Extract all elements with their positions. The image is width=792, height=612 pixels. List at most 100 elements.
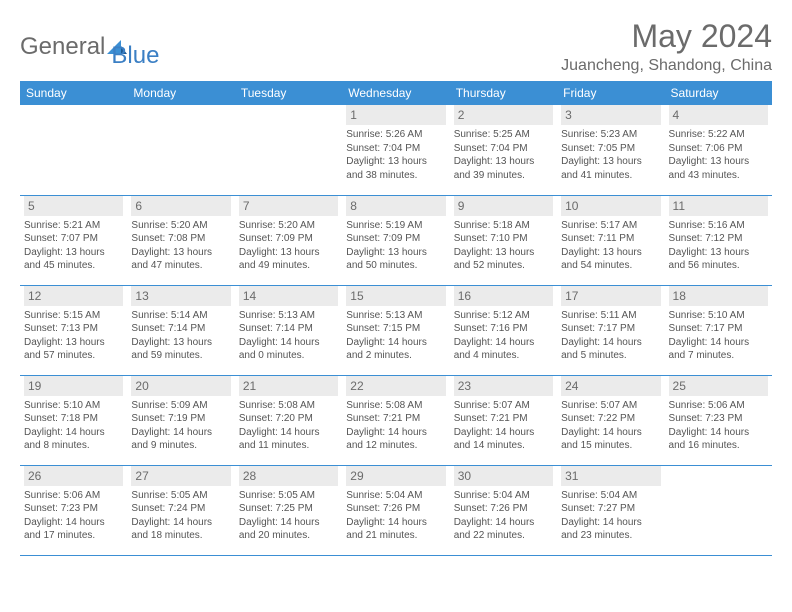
- daylight-text: Daylight: 14 hours: [561, 516, 660, 530]
- day-header-wednesday: Wednesday: [342, 81, 449, 105]
- empty-day-cell: [235, 105, 342, 195]
- day-cell: 25Sunrise: 5:06 AMSunset: 7:23 PMDayligh…: [665, 375, 772, 465]
- sunset-text: Sunset: 7:14 PM: [239, 322, 338, 336]
- empty-day-cell: [127, 105, 234, 195]
- day-number: 6: [131, 196, 230, 216]
- sunrise-text: Sunrise: 5:08 AM: [346, 399, 445, 413]
- sunrise-text: Sunrise: 5:14 AM: [131, 309, 230, 323]
- sunrise-text: Sunrise: 5:25 AM: [454, 128, 553, 142]
- daylight-text: Daylight: 13 hours: [561, 246, 660, 260]
- daylight-text: and 0 minutes.: [239, 349, 338, 363]
- daylight-text: and 2 minutes.: [346, 349, 445, 363]
- day-cell: 22 Sunrise: 5:08 AMSunset: 7:21 PMDayligh…: [342, 375, 449, 465]
- day-number: 31: [561, 466, 660, 486]
- day-cell: 14Sunrise: 5:13 AMSunset: 7:14 PMDayligh…: [235, 285, 342, 375]
- day-header-sunday: Sunday: [20, 81, 127, 105]
- day-number: 15: [346, 286, 445, 306]
- sunset-text: Sunset: 7:10 PM: [454, 232, 553, 246]
- sunset-text: Sunset: 7:19 PM: [131, 412, 230, 426]
- sunset-text: Sunset: 7:17 PM: [561, 322, 660, 336]
- daylight-text: Daylight: 14 hours: [454, 426, 553, 440]
- day-header-thursday: Thursday: [450, 81, 557, 105]
- day-number: 14: [239, 286, 338, 306]
- day-number: 30: [454, 466, 553, 486]
- day-number: 16: [454, 286, 553, 306]
- sunset-text: Sunset: 7:06 PM: [669, 142, 768, 156]
- sunrise-text: Sunrise: 5:15 AM: [24, 309, 123, 323]
- sunset-text: Sunset: 7:26 PM: [346, 502, 445, 516]
- day-cell: 19Sunrise: 5:10 AMSunset: 7:18 PMDayligh…: [20, 375, 127, 465]
- day-cell: 12Sunrise: 5:15 AMSunset: 7:13 PMDayligh…: [20, 285, 127, 375]
- sunset-text: Sunset: 7:04 PM: [346, 142, 445, 156]
- daylight-text: and 9 minutes.: [131, 439, 230, 453]
- day-cell: 3Sunrise: 5:23 AMSunset: 7:05 PMDaylight…: [557, 105, 664, 195]
- daylight-text: Daylight: 13 hours: [24, 336, 123, 350]
- sunset-text: Sunset: 7:09 PM: [346, 232, 445, 246]
- sunrise-text: Sunrise: 5:04 AM: [561, 489, 660, 503]
- sunrise-text: Sunrise: 5:04 AM: [346, 489, 445, 503]
- week-row: 19Sunrise: 5:10 AMSunset: 7:18 PMDayligh…: [20, 375, 772, 465]
- sunset-text: Sunset: 7:21 PM: [346, 412, 445, 426]
- sunset-text: Sunset: 7:22 PM: [561, 412, 660, 426]
- daylight-text: Daylight: 13 hours: [669, 155, 768, 169]
- day-number: 28: [239, 466, 338, 486]
- sunset-text: Sunset: 7:07 PM: [24, 232, 123, 246]
- day-number: 22: [346, 376, 445, 396]
- daylight-text: and 8 minutes.: [24, 439, 123, 453]
- day-header-monday: Monday: [127, 81, 234, 105]
- day-number: 23: [454, 376, 553, 396]
- daylight-text: and 11 minutes.: [239, 439, 338, 453]
- daylight-text: and 57 minutes.: [24, 349, 123, 363]
- day-cell: 28Sunrise: 5:05 AMSunset: 7:25 PMDayligh…: [235, 465, 342, 555]
- sunset-text: Sunset: 7:23 PM: [669, 412, 768, 426]
- week-row: 1Sunrise: 5:26 AMSunset: 7:04 PMDaylight…: [20, 105, 772, 195]
- day-cell: 21Sunrise: 5:08 AMSunset: 7:20 PMDayligh…: [235, 375, 342, 465]
- day-cell: 27Sunrise: 5:05 AMSunset: 7:24 PMDayligh…: [127, 465, 234, 555]
- day-number: 5: [24, 196, 123, 216]
- day-number: 24: [561, 376, 660, 396]
- daylight-text: and 12 minutes.: [346, 439, 445, 453]
- daylight-text: Daylight: 14 hours: [669, 426, 768, 440]
- daylight-text: and 47 minutes.: [131, 259, 230, 273]
- daylight-text: and 22 minutes.: [454, 529, 553, 543]
- daylight-text: Daylight: 14 hours: [561, 336, 660, 350]
- sunrise-text: Sunrise: 5:16 AM: [669, 219, 768, 233]
- daylight-text: and 56 minutes.: [669, 259, 768, 273]
- sunset-text: Sunset: 7:16 PM: [454, 322, 553, 336]
- daylight-text: and 45 minutes.: [24, 259, 123, 273]
- daylight-text: Daylight: 14 hours: [346, 336, 445, 350]
- sunset-text: Sunset: 7:09 PM: [239, 232, 338, 246]
- daylight-text: and 15 minutes.: [561, 439, 660, 453]
- daylight-text: Daylight: 14 hours: [239, 516, 338, 530]
- sunrise-text: Sunrise: 5:05 AM: [239, 489, 338, 503]
- daylight-text: Daylight: 14 hours: [454, 336, 553, 350]
- sunrise-text: Sunrise: 5:08 AM: [239, 399, 338, 413]
- daylight-text: and 21 minutes.: [346, 529, 445, 543]
- daylight-text: Daylight: 13 hours: [669, 246, 768, 260]
- day-cell: 26Sunrise: 5:06 AMSunset: 7:23 PMDayligh…: [20, 465, 127, 555]
- daylight-text: Daylight: 13 hours: [346, 155, 445, 169]
- daylight-text: Daylight: 13 hours: [346, 246, 445, 260]
- daylight-text: Daylight: 13 hours: [239, 246, 338, 260]
- day-cell: 13Sunrise: 5:14 AMSunset: 7:14 PMDayligh…: [127, 285, 234, 375]
- sunrise-text: Sunrise: 5:19 AM: [346, 219, 445, 233]
- daylight-text: Daylight: 14 hours: [346, 516, 445, 530]
- brand-text-1: General: [20, 33, 105, 61]
- day-cell: 24Sunrise: 5:07 AMSunset: 7:22 PMDayligh…: [557, 375, 664, 465]
- day-cell: 10Sunrise: 5:17 AMSunset: 7:11 PMDayligh…: [557, 195, 664, 285]
- sunset-text: Sunset: 7:24 PM: [131, 502, 230, 516]
- day-number: 8: [346, 196, 445, 216]
- sunset-text: Sunset: 7:23 PM: [24, 502, 123, 516]
- day-cell: 1Sunrise: 5:26 AMSunset: 7:04 PMDaylight…: [342, 105, 449, 195]
- daylight-text: Daylight: 14 hours: [346, 426, 445, 440]
- sunset-text: Sunset: 7:12 PM: [669, 232, 768, 246]
- sunrise-text: Sunrise: 5:10 AM: [669, 309, 768, 323]
- sunset-text: Sunset: 7:21 PM: [454, 412, 553, 426]
- day-cell: 11Sunrise: 5:16 AMSunset: 7:12 PMDayligh…: [665, 195, 772, 285]
- sunset-text: Sunset: 7:11 PM: [561, 232, 660, 246]
- day-header-friday: Friday: [557, 81, 664, 105]
- daylight-text: and 59 minutes.: [131, 349, 230, 363]
- day-cell: 5Sunrise: 5:21 AMSunset: 7:07 PMDaylight…: [20, 195, 127, 285]
- sunrise-text: Sunrise: 5:13 AM: [239, 309, 338, 323]
- day-cell: 31Sunrise: 5:04 AMSunset: 7:27 PMDayligh…: [557, 465, 664, 555]
